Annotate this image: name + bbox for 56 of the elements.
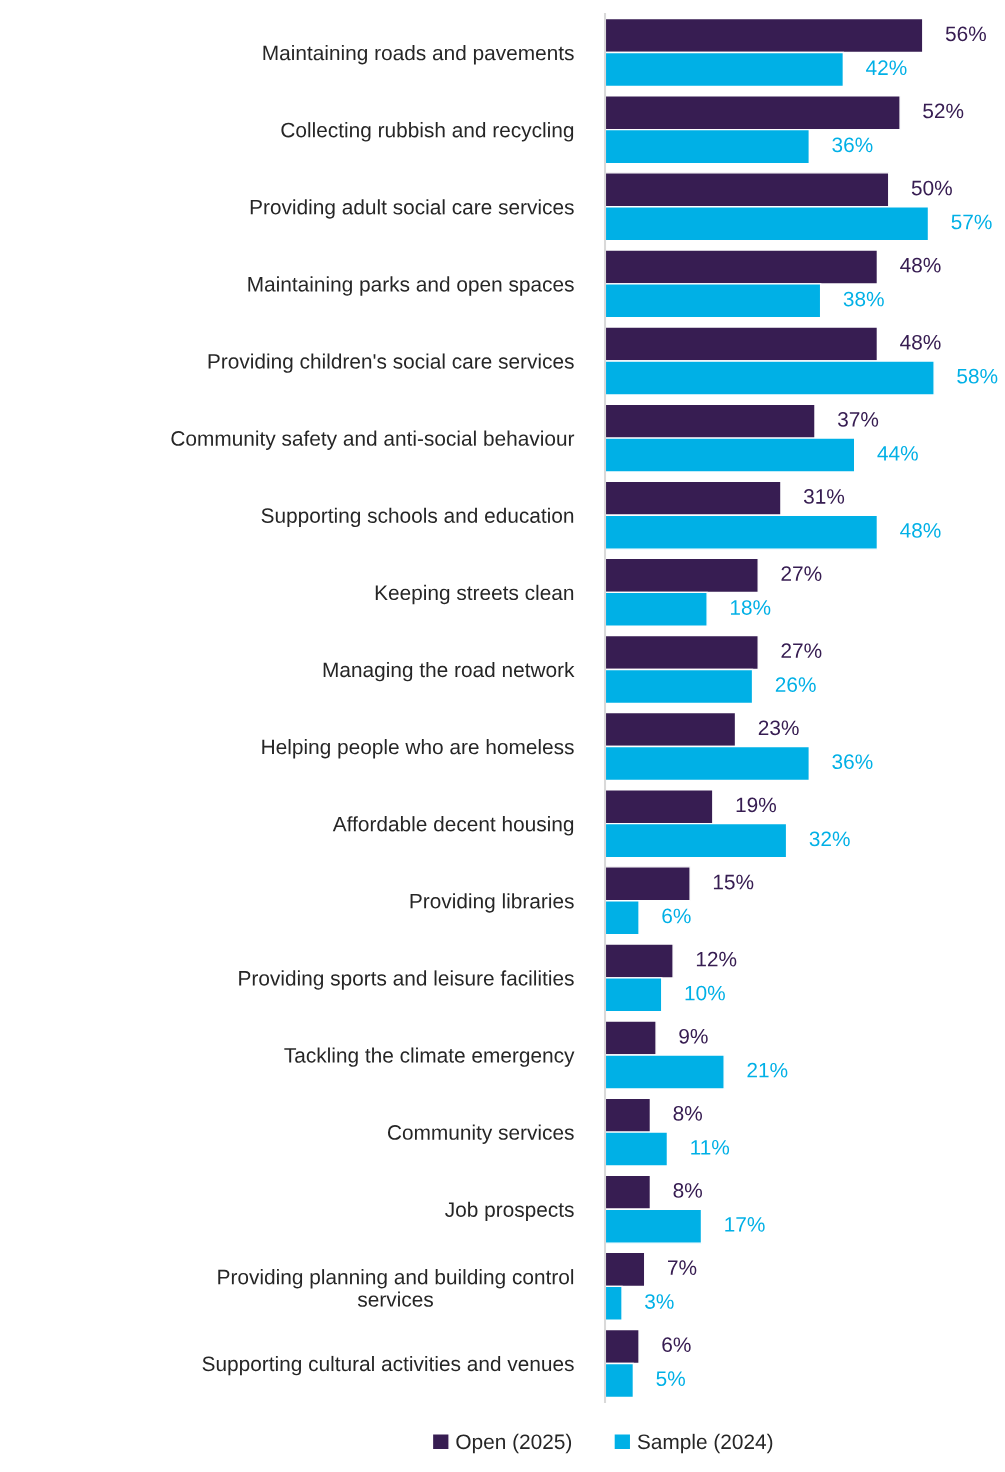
data-label: 36% — [832, 754, 873, 770]
data-label: 7% — [668, 1260, 697, 1275]
data-label: 21% — [747, 1062, 788, 1078]
data-label: 11% — [691, 1140, 730, 1155]
data-label: 12% — [696, 951, 737, 967]
y-tick-label: Providing children's social care services — [208, 353, 574, 373]
data-label: 10% — [685, 985, 725, 1001]
data-label: 23% — [758, 720, 799, 736]
data-label: 44% — [877, 446, 918, 461]
data-label: 42% — [866, 60, 907, 76]
y-tick-label: Community services — [387, 1124, 574, 1144]
data-label: 58% — [957, 368, 998, 384]
y-tick-label: Collecting rubbish and recycling — [281, 122, 574, 142]
y-tick-label: Providing adult social care services — [250, 199, 574, 219]
data-label: 6% — [662, 1337, 691, 1353]
legend-label: Sample (2024) — [637, 1433, 773, 1454]
data-label: 17% — [725, 1217, 765, 1232]
data-label: 48% — [900, 523, 941, 538]
data-label: 15% — [713, 874, 754, 890]
y-tick-label: Job prospects — [445, 1201, 574, 1222]
y-tick-label: Keeping streets clean — [375, 584, 574, 605]
y-tick-label: Community safety and anti-social behaviour — [171, 430, 575, 450]
data-label: 27% — [781, 643, 822, 658]
y-tick-label: Providing planning and building control services — [218, 1269, 574, 1307]
data-label: 32% — [809, 831, 850, 847]
data-label: 57% — [951, 214, 992, 230]
y-tick-label: Providing sports and leisure facilities — [239, 970, 574, 990]
data-label: 9% — [679, 1028, 708, 1044]
data-label: 18% — [730, 600, 771, 615]
data-label: 8% — [673, 1105, 702, 1121]
y-tick-label: Maintaining roads and pavements — [263, 45, 574, 65]
data-label: 48% — [900, 257, 941, 273]
data-label: 50% — [911, 180, 952, 196]
y-tick-label: Helping people who are homeless — [262, 739, 574, 759]
data-label: 31% — [803, 489, 845, 504]
data-label: 6% — [662, 908, 691, 924]
data-label: 5% — [656, 1371, 685, 1386]
y-tick-label: Managing the road network — [323, 661, 575, 682]
data-label: 37% — [837, 411, 879, 427]
data-label: 26% — [775, 677, 816, 692]
data-label: 3% — [645, 1294, 674, 1309]
data-label: 19% — [736, 797, 777, 813]
y-tick-label: Tackling the climate emergency — [284, 1047, 575, 1067]
data-label: 56% — [945, 26, 986, 42]
data-label: 36% — [832, 137, 873, 153]
y-tick-label: Affordable decent housing — [332, 816, 574, 836]
data-label: 8% — [673, 1183, 702, 1198]
data-label: 38% — [843, 291, 884, 307]
y-tick-label: Providing libraries — [410, 893, 574, 913]
legend-label: Open (2025) — [456, 1433, 572, 1454]
y-tick-label: Maintaining parks and open spaces — [248, 276, 574, 296]
data-label: 52% — [923, 103, 964, 119]
data-label: 48% — [900, 334, 941, 350]
data-label: 27% — [781, 566, 822, 581]
y-tick-label: Supporting schools and education — [261, 507, 574, 528]
y-tick-label: Supporting cultural activities and venues — [202, 1355, 574, 1376]
